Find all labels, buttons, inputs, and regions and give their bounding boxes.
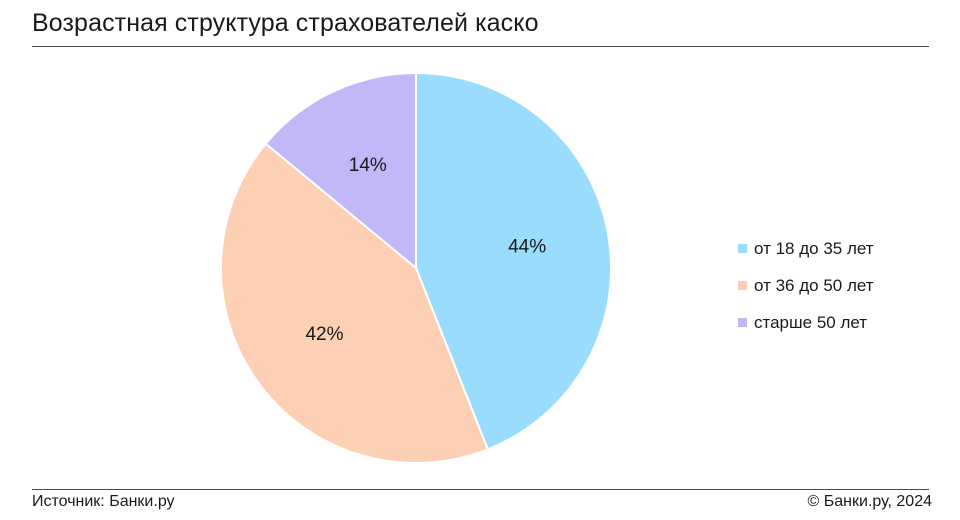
legend-swatch [738,318,747,327]
pie-slice [220,142,489,464]
pie-slice [415,72,612,451]
pie-slice [264,72,417,269]
legend-swatch [738,244,747,253]
title-divider [32,46,929,47]
legend-label: старше 50 лет [754,312,868,332]
slice-label: 44% [508,236,546,257]
source-note: Источник: Банки.ру [32,493,175,510]
copyright-note: © Банки.ру, 2024 [807,493,932,510]
legend-label: от 36 до 50 лет [754,275,874,295]
legend-item: от 36 до 50 лет [738,267,874,304]
slice-label: 14% [349,155,387,176]
legend-label: от 18 до 35 лет [754,238,874,258]
chart-legend: от 18 до 35 лет от 36 до 50 лет старше 5… [738,230,874,341]
chart-title: Возрастная структура страхователей каско [32,9,539,37]
legend-item: старше 50 лет [738,304,874,341]
footer-divider [32,489,929,490]
slice-label: 42% [305,324,343,345]
legend-item: от 18 до 35 лет [738,230,874,267]
legend-swatch [738,281,747,290]
